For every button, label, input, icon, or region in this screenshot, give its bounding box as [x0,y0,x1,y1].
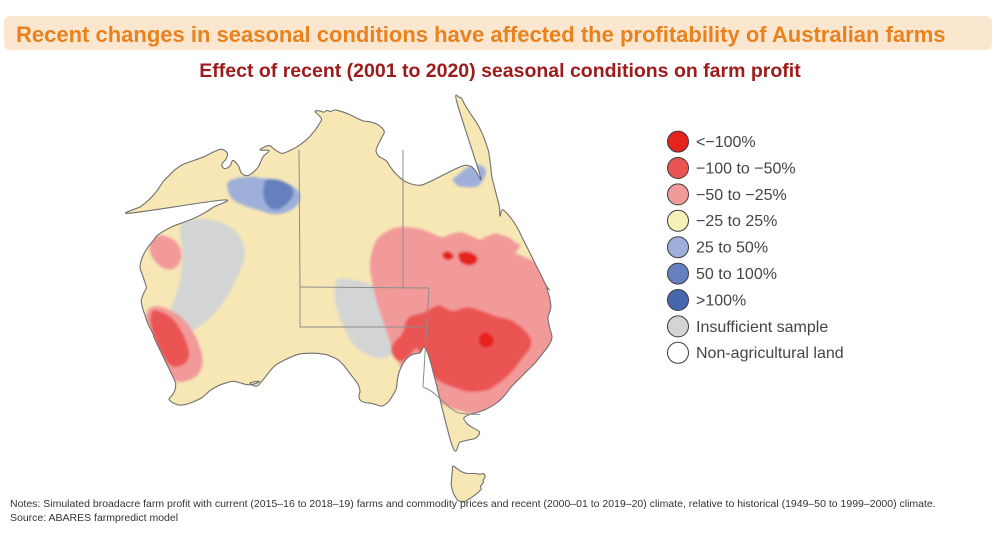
svg-text:Non-agricultural land: Non-agricultural land [696,345,844,362]
svg-text:25 to 50%: 25 to 50% [696,240,768,257]
svg-text:<−100%: <−100% [696,134,756,151]
svg-text:>100%: >100% [696,292,746,309]
svg-text:50 to 100%: 50 to 100% [696,266,777,283]
svg-text:−25 to 25%: −25 to 25% [696,213,777,230]
svg-text:−50 to −25%: −50 to −25% [696,187,787,204]
svg-text:Insufficient sample: Insufficient sample [696,319,828,336]
svg-text:−100 to −50%: −100 to −50% [696,160,796,177]
